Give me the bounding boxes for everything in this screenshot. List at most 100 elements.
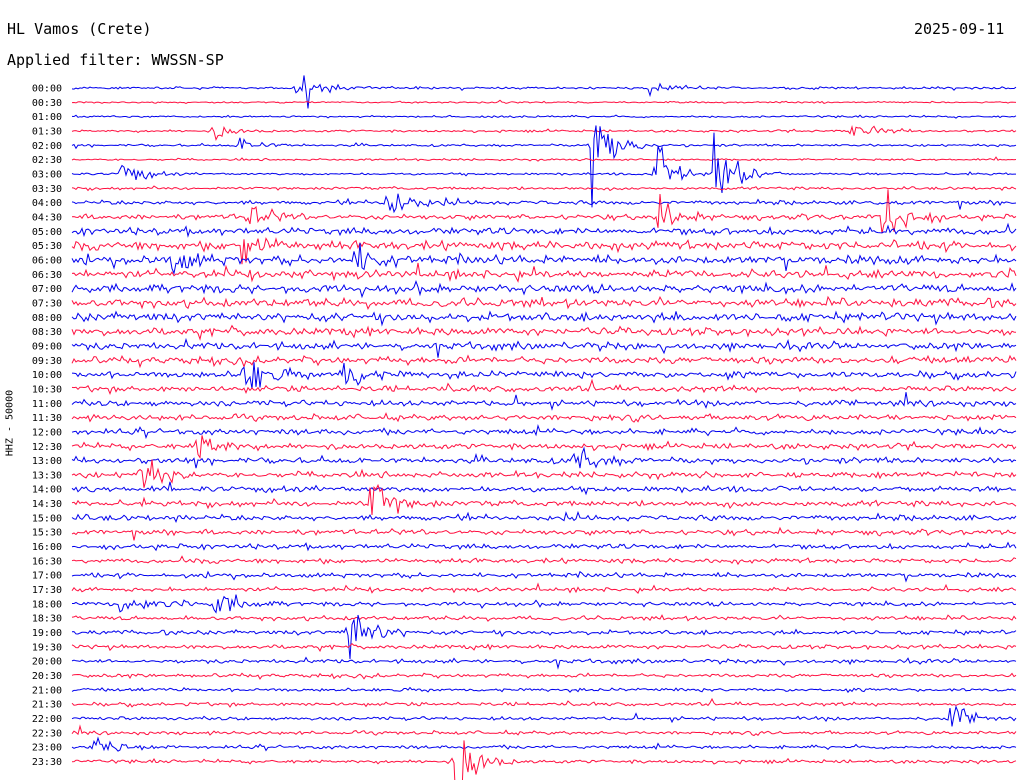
- trace-line: [71, 724, 1017, 737]
- time-tick-label: 10:30: [32, 384, 62, 395]
- time-tick-label: 18:30: [32, 614, 62, 625]
- time-tick-label: 04:00: [32, 198, 62, 209]
- trace-line: [71, 656, 1017, 670]
- time-tick-label: 11:30: [32, 413, 62, 424]
- time-tick-label: 08:30: [32, 327, 62, 338]
- trace-line: [71, 392, 1017, 411]
- trace-line: [71, 189, 1017, 234]
- time-tick-label: 00:30: [32, 98, 62, 109]
- time-tick-label: 05:30: [32, 241, 62, 252]
- trace-line: [71, 156, 1017, 162]
- trace-line: [71, 614, 1017, 622]
- time-tick-label: 20:30: [32, 671, 62, 682]
- time-tick-label: 06:30: [32, 270, 62, 281]
- time-tick-label: 06:00: [32, 255, 62, 266]
- time-tick-label: 00:00: [32, 84, 62, 95]
- trace-line: [71, 614, 1017, 660]
- time-tick-label: 21:00: [32, 685, 62, 696]
- trace-line: [71, 310, 1017, 327]
- time-tick-label: 16:00: [32, 542, 62, 553]
- time-tick-label: 18:00: [32, 599, 62, 610]
- trace-line: [71, 262, 1017, 283]
- trace-line: [71, 132, 1016, 193]
- trace-line: [71, 423, 1017, 440]
- time-tick-label: 23:30: [32, 757, 62, 768]
- time-tick-label: 10:00: [32, 370, 62, 381]
- time-tick-label: 05:00: [32, 227, 62, 238]
- trace-line: [71, 114, 1017, 119]
- trace-line: [71, 541, 1017, 552]
- trace-line: [71, 237, 1017, 265]
- trace-line: [71, 124, 1017, 142]
- trace-line: [71, 481, 1017, 496]
- time-tick-label: 21:30: [32, 700, 62, 711]
- time-tick-label: 19:30: [32, 642, 62, 653]
- filter-label: Applied filter: WWSSN-SP: [7, 51, 224, 69]
- time-tick-label: 14:00: [32, 485, 62, 496]
- trace-line: [71, 378, 1017, 395]
- trace-line: [71, 412, 1017, 423]
- time-tick-label: 16:30: [32, 556, 62, 567]
- time-tick-label: 03:00: [32, 169, 62, 180]
- time-tick-label: 02:00: [32, 141, 62, 152]
- trace-line: [71, 483, 1017, 516]
- trace-line: [71, 582, 1017, 594]
- trace-line: [71, 643, 1017, 652]
- trace-line: [71, 222, 1017, 238]
- time-tick-label: 09:30: [32, 356, 62, 367]
- time-tick-label: 09:00: [32, 341, 62, 352]
- trace-line: [71, 435, 1017, 460]
- time-tick-label: 02:30: [32, 155, 62, 166]
- time-tick-label: 01:00: [32, 112, 62, 123]
- trace-line: [71, 697, 1017, 708]
- time-tick-label: 03:30: [32, 184, 62, 195]
- time-tick-label: 19:00: [32, 628, 62, 639]
- trace-line: [71, 555, 1017, 566]
- trace-line: [71, 570, 1017, 583]
- trace-line: [71, 354, 1017, 369]
- time-tick-label: 22:30: [32, 728, 62, 739]
- time-tick-label: 15:00: [32, 513, 62, 524]
- time-tick-label: 01:30: [32, 126, 62, 137]
- time-tick-label: 12:30: [32, 442, 62, 453]
- time-tick-label: 11:00: [32, 399, 62, 410]
- trace-line: [71, 672, 1017, 680]
- trace-line: [71, 99, 1017, 104]
- time-tick-label: 17:30: [32, 585, 62, 596]
- trace-line: [71, 459, 1017, 488]
- station-title: HL Vamos (Crete): [7, 20, 152, 38]
- trace-line: [71, 446, 1017, 469]
- trace-line: [71, 125, 1017, 208]
- trace-line: [71, 705, 1017, 727]
- time-tick-label: 15:30: [32, 528, 62, 539]
- trace-line: [71, 362, 1017, 389]
- time-tick-label: 12:00: [32, 427, 62, 438]
- trace-line: [72, 594, 1017, 614]
- trace-line: [71, 510, 1017, 523]
- trace-line: [71, 324, 1017, 341]
- trace-line: [71, 295, 1017, 310]
- time-tick-label: 23:00: [32, 743, 62, 754]
- date-label: 2025-09-11: [914, 20, 1005, 38]
- trace-line: [71, 75, 1017, 109]
- time-tick-label: 07:30: [32, 298, 62, 309]
- trace-line: [71, 280, 1017, 299]
- time-tick-label: 07:00: [32, 284, 62, 295]
- time-tick-label: 20:00: [32, 657, 62, 668]
- time-tick-label: 17:00: [32, 571, 62, 582]
- trace-line: [71, 242, 1017, 275]
- time-tick-label: 13:30: [32, 470, 62, 481]
- trace-line: [71, 526, 1017, 541]
- trace-line: [71, 193, 1017, 214]
- time-tick-label: 04:30: [32, 212, 62, 223]
- time-tick-label: 13:00: [32, 456, 62, 467]
- trace-line: [71, 185, 1017, 192]
- time-tick-label: 22:00: [32, 714, 62, 725]
- trace-line: [71, 736, 1017, 752]
- time-tick-label: 08:00: [32, 313, 62, 324]
- trace-line: [71, 740, 1017, 780]
- trace-line: [71, 337, 1017, 358]
- trace-line: [71, 686, 1017, 694]
- time-tick-label: 14:30: [32, 499, 62, 510]
